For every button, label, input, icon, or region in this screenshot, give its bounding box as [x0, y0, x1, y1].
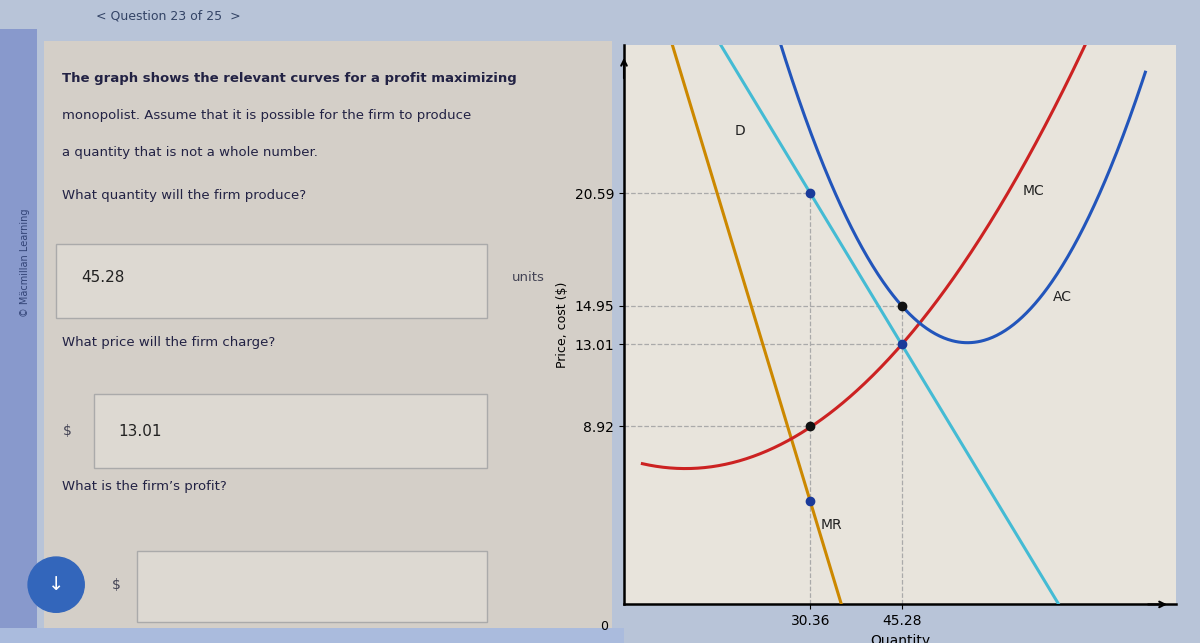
Text: < Question 23 of 25  >: < Question 23 of 25 >	[96, 10, 241, 23]
Text: MC: MC	[1022, 184, 1044, 198]
FancyBboxPatch shape	[94, 394, 487, 468]
Text: D: D	[734, 124, 745, 138]
Text: The graph shows the relevant curves for a profit maximizing: The graph shows the relevant curves for …	[62, 72, 517, 85]
Y-axis label: Price, cost ($): Price, cost ($)	[556, 282, 569, 368]
Text: a quantity that is not a whole number.: a quantity that is not a whole number.	[62, 145, 318, 159]
FancyBboxPatch shape	[56, 244, 487, 318]
FancyBboxPatch shape	[43, 41, 612, 631]
Text: 45.28: 45.28	[82, 270, 125, 285]
Circle shape	[28, 557, 84, 612]
Text: ↓: ↓	[48, 575, 65, 594]
Text: What price will the firm charge?: What price will the firm charge?	[62, 336, 276, 349]
Text: $: $	[113, 577, 121, 592]
Text: What quantity will the firm produce?: What quantity will the firm produce?	[62, 188, 306, 202]
FancyBboxPatch shape	[0, 628, 624, 643]
Text: AC: AC	[1054, 290, 1073, 303]
Text: units: units	[511, 271, 545, 284]
FancyBboxPatch shape	[0, 29, 37, 643]
Text: $: $	[62, 424, 71, 438]
Text: What is the firm’s profit?: What is the firm’s profit?	[62, 480, 227, 493]
Text: MR: MR	[821, 518, 842, 532]
FancyBboxPatch shape	[137, 551, 487, 622]
Text: © Mäcmillan Learning: © Mäcmillan Learning	[20, 208, 30, 316]
X-axis label: Quantity: Quantity	[870, 634, 930, 643]
Text: 13.01: 13.01	[119, 424, 162, 439]
Text: 0: 0	[600, 620, 608, 633]
Text: monopolist. Assume that it is possible for the firm to produce: monopolist. Assume that it is possible f…	[62, 109, 472, 122]
